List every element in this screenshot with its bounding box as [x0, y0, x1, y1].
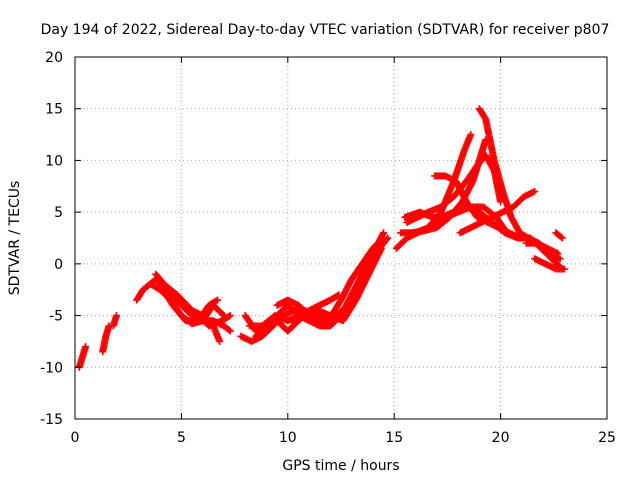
data-series-s8	[194, 312, 234, 330]
x-tick-label: 25	[598, 430, 616, 446]
data-series-s23	[531, 255, 568, 273]
grid	[75, 57, 607, 419]
data-points	[75, 105, 568, 371]
y-tick-label: -10	[40, 360, 63, 376]
x-tick-label: 10	[279, 430, 297, 446]
data-series-s21	[411, 203, 532, 242]
x-tick-label: 5	[177, 430, 186, 446]
data-series-s7	[156, 281, 222, 325]
data-series-s13	[273, 234, 388, 328]
data-series-s24	[522, 239, 562, 258]
x-tick-label: 0	[71, 430, 80, 446]
y-tick-label: -5	[49, 309, 63, 325]
data-series-s2	[99, 322, 113, 356]
x-tick-label: 20	[492, 430, 510, 446]
y-tick-label: 0	[54, 257, 63, 273]
data-series-s22	[456, 187, 539, 237]
y-tick-label: 5	[54, 205, 63, 221]
chart-title: Day 194 of 2022, Sidereal Day-to-day VTE…	[41, 22, 610, 38]
y-axis-label: SDTVAR / TECUs	[7, 181, 23, 296]
data-series-s3	[109, 312, 120, 330]
y-tick-label: 20	[45, 50, 63, 66]
x-tick-label: 15	[385, 430, 403, 446]
data-series-s25	[552, 229, 566, 242]
data-series-s14	[288, 244, 385, 325]
y-tick-label: 15	[45, 102, 63, 118]
y-tick-label: -15	[40, 412, 63, 428]
x-axis-label: GPS time / hours	[282, 458, 399, 474]
y-tick-label: 10	[45, 153, 63, 169]
plot-frame	[74, 56, 608, 420]
axis-ticks: 0 5 10 15 20 25 -15 -10 -5 0 5 10 15 20	[40, 50, 616, 446]
